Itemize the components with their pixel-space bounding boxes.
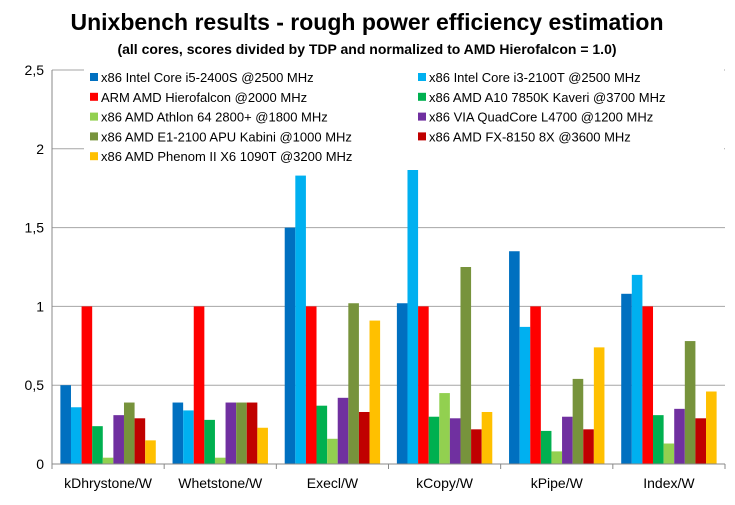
bar [214, 457, 226, 464]
bar [257, 427, 268, 464]
bar [316, 405, 328, 464]
x-tick-label: kDhrystone/W [64, 475, 153, 491]
legend-label: x86 Intel Core i5-2400S @2500 MHz [101, 70, 314, 85]
bar [348, 303, 359, 464]
bar [471, 429, 482, 464]
bar [551, 451, 563, 464]
bar [653, 415, 664, 464]
bar [145, 440, 156, 464]
bar [183, 410, 194, 464]
bar [193, 306, 205, 464]
bar [593, 347, 605, 464]
legend-label: x86 AMD A10 7850K Kaveri @3700 MHz [429, 90, 666, 105]
bar [60, 385, 71, 464]
bar [396, 303, 408, 464]
bar [583, 429, 594, 464]
bar [439, 393, 450, 464]
legend-label: ARM AMD Hierofalcon @2000 MHz [101, 90, 307, 105]
bar [621, 293, 632, 464]
legend-swatch [90, 132, 98, 141]
bar [572, 378, 584, 464]
bar [172, 402, 184, 464]
legend-swatch [90, 92, 98, 101]
bar [327, 438, 338, 464]
legend-swatch [418, 112, 426, 121]
bar [540, 430, 552, 464]
x-tick-label: Index/W [643, 475, 695, 491]
legend-swatch [418, 132, 426, 141]
legend-label: x86 AMD FX-8150 8X @3600 MHz [429, 129, 631, 144]
bar [134, 418, 146, 464]
bar [684, 341, 696, 464]
bar [509, 251, 520, 464]
bar [407, 137, 419, 464]
bar [530, 306, 541, 464]
bar [642, 306, 654, 464]
x-tick-label: Execl/W [307, 475, 359, 491]
bar [481, 411, 493, 464]
y-tick-label: 2,5 [25, 62, 45, 78]
y-tick-label: 0 [36, 456, 44, 472]
legend-label: x86 AMD Athlon 64 2800+ @1800 MHz [101, 110, 328, 125]
bar [369, 320, 381, 464]
bar [418, 306, 429, 464]
bar [204, 419, 215, 464]
bar [225, 402, 237, 464]
chart-subtitle: (all cores, scores divided by TDP and no… [117, 41, 616, 57]
bar [284, 227, 296, 464]
bar [113, 415, 124, 464]
legend-background [84, 66, 724, 170]
legend-label: x86 AMD E1-2100 APU Kabini @1000 MHz [101, 129, 352, 144]
bar [295, 175, 306, 465]
legend-label: x86 AMD Phenom II X6 1090T @3200 MHz [101, 149, 352, 164]
legend-swatch [90, 73, 98, 81]
bar [337, 397, 349, 464]
legend-label: x86 Intel Core i3-2100T @2500 MHz [429, 70, 641, 85]
bar [102, 457, 114, 464]
bar [246, 402, 258, 464]
x-tick-label: kCopy/W [416, 475, 474, 491]
bar [460, 267, 472, 464]
legend-label: x86 VIA QuadCore L4700 @1200 MHz [429, 110, 653, 125]
bar [519, 326, 531, 464]
bar [706, 391, 717, 464]
bar [663, 443, 675, 464]
x-tick-label: kPipe/W [531, 475, 584, 491]
y-tick-label: 0,5 [25, 377, 45, 393]
bar [81, 306, 93, 464]
x-tick-label: Whetstone/W [178, 475, 263, 491]
chart-title: Unixbench results - rough power efficien… [70, 9, 663, 35]
bar [305, 306, 317, 464]
legend-swatch [90, 152, 98, 161]
bar [674, 408, 685, 464]
bar [92, 426, 103, 464]
y-tick-label: 1,5 [25, 220, 45, 236]
legend-swatch [418, 92, 426, 101]
legend-swatch [418, 73, 426, 81]
bar [449, 418, 461, 464]
bar [631, 274, 643, 464]
bar [358, 411, 370, 464]
bar [236, 402, 247, 464]
y-tick-label: 2 [36, 141, 44, 157]
bar [695, 418, 707, 464]
bar [562, 416, 573, 464]
bar [123, 402, 135, 464]
y-tick-label: 1 [36, 298, 44, 314]
bar [428, 416, 440, 464]
legend-swatch [90, 112, 98, 121]
legend: x86 Intel Core i5-2400S @2500 MHz x86 Int… [84, 66, 724, 170]
bar [70, 407, 82, 464]
